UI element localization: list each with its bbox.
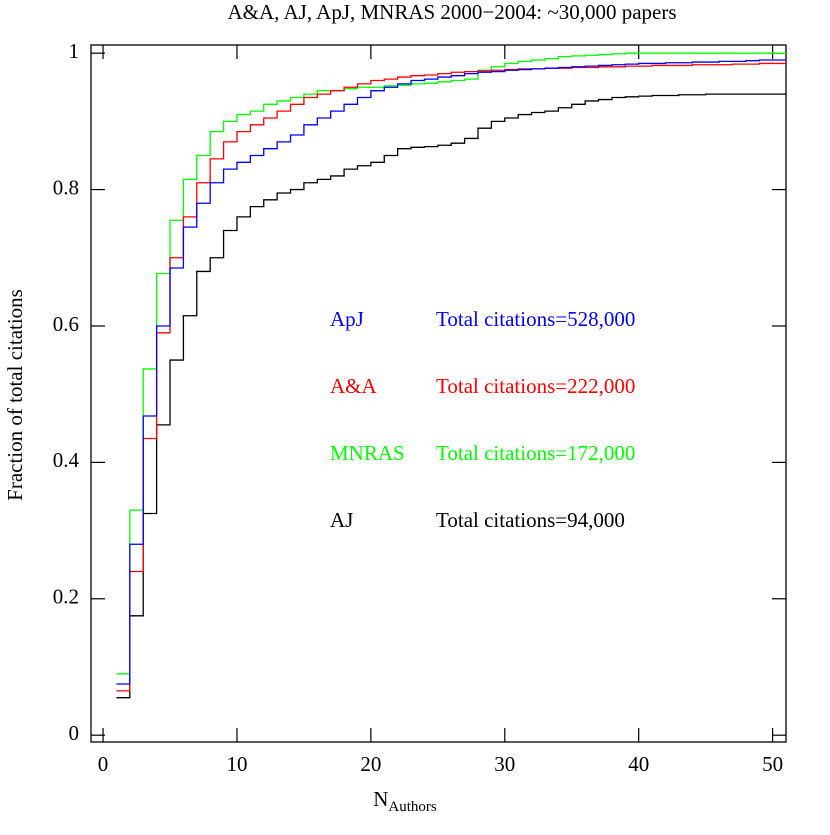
x-tick-label: 50 <box>762 752 783 776</box>
series-line <box>116 93 786 699</box>
x-tick-label: 20 <box>360 752 381 776</box>
plot-frame <box>90 44 787 743</box>
legend-total: Total citations=94,000 <box>436 508 625 532</box>
x-tick-label: 40 <box>628 752 649 776</box>
x-axis-label-main: N <box>373 787 388 811</box>
legend-name: AJ <box>330 508 353 532</box>
series-line <box>116 59 786 685</box>
legend-total: Total citations=172,000 <box>436 441 635 465</box>
chart-title: A&A, AJ, ApJ, MNRAS 2000−2004: ~30,000 p… <box>227 0 676 24</box>
y-tick-label: 0.6 <box>53 312 79 336</box>
y-tick-label: 0.8 <box>53 175 79 199</box>
x-axis-label: NAuthors <box>373 787 437 816</box>
series-line <box>116 52 786 675</box>
x-tick-label: 10 <box>226 752 247 776</box>
x-tick-label: 0 <box>98 752 109 776</box>
legend-name: MNRAS <box>330 441 405 465</box>
y-tick-label: 0.2 <box>53 585 79 609</box>
legend-name: ApJ <box>330 307 364 331</box>
y-axis-label: Fraction of total citations <box>3 289 27 501</box>
legend-total: Total citations=222,000 <box>436 374 635 398</box>
legend-total: Total citations=528,000 <box>436 307 635 331</box>
y-tick-label: 1 <box>69 39 80 63</box>
y-tick-label: 0 <box>69 721 80 745</box>
x-tick-label: 30 <box>494 752 515 776</box>
y-tick-label: 0.4 <box>53 448 80 472</box>
series-line <box>116 62 786 692</box>
x-axis-label-sub: Authors <box>388 799 436 815</box>
legend-name: A&A <box>330 374 378 398</box>
